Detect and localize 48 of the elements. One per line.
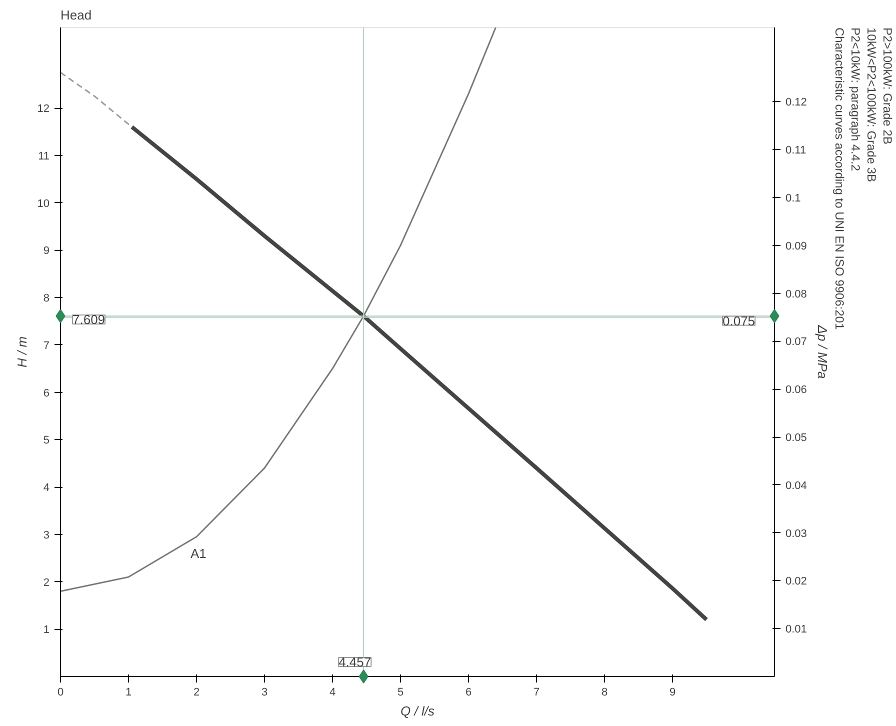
y-tick-label: 6 bbox=[43, 387, 50, 400]
x-axis-title: Q / l/s bbox=[400, 704, 435, 718]
y2-axis-title: Δp / MPa bbox=[814, 324, 830, 379]
x-tick-label: 6 bbox=[465, 686, 472, 698]
ref-line-label: 0.075 bbox=[722, 313, 756, 328]
chart-title: Head bbox=[60, 8, 92, 22]
y2-tick-label: 0.05 bbox=[786, 432, 807, 444]
y2-tick-label: 0.07 bbox=[786, 336, 807, 348]
y2-tick-label: 0.1 bbox=[786, 192, 801, 205]
ref-line-label: 7.609 bbox=[72, 312, 106, 328]
text: 10kW<P2<100kW: Grade 3B bbox=[864, 28, 878, 182]
x-tick-label: 8 bbox=[601, 686, 608, 698]
y2-tick-label: 0.11 bbox=[786, 144, 806, 157]
annotation: A1 bbox=[190, 546, 206, 562]
y2-tick-label: 0.06 bbox=[786, 384, 807, 396]
ref-line-label: 4.457 bbox=[338, 654, 372, 670]
line-series bbox=[130, 124, 708, 622]
y2-tick-label: 0.03 bbox=[786, 528, 807, 540]
y-tick-label: 8 bbox=[43, 292, 50, 305]
text: Characteristic curves according to UNI EN ISO 9906:201 bbox=[832, 28, 846, 330]
x-tick-label: 1 bbox=[125, 686, 132, 698]
x-tick-label: 7 bbox=[533, 686, 540, 698]
line-series bbox=[60, 28, 496, 592]
y2-tick-label: 0.09 bbox=[786, 240, 807, 252]
y-tick-label: 7 bbox=[43, 340, 50, 352]
y-tick-label: 4 bbox=[43, 482, 50, 494]
y-tick-label: 1 bbox=[43, 624, 50, 636]
x-tick-label: 4 bbox=[329, 686, 336, 698]
y2-tick-label: 0.02 bbox=[786, 576, 807, 588]
y-tick-label: 2 bbox=[43, 576, 50, 589]
text: P2<10kW: paragraph 4.4.2 bbox=[848, 28, 862, 172]
y-tick-label: 3 bbox=[43, 529, 50, 542]
x-tick-label: 9 bbox=[669, 686, 676, 698]
y-tick-label: 11 bbox=[38, 150, 50, 162]
y2-tick-label: 0.08 bbox=[786, 288, 807, 300]
x-tick-label: 3 bbox=[261, 686, 268, 698]
text: P2>100kW: Grade 2B bbox=[880, 28, 894, 144]
y-tick-label: 12 bbox=[37, 103, 50, 116]
x-tick-label: 0 bbox=[57, 686, 64, 698]
y2-tick-label: 0.12 bbox=[786, 96, 807, 109]
y-tick-label: 9 bbox=[43, 245, 50, 258]
x-tick-label: 5 bbox=[397, 686, 404, 698]
y-tick-label: 10 bbox=[37, 198, 50, 210]
x-tick-label: 2 bbox=[193, 686, 200, 698]
y-axis-title: H / m bbox=[14, 336, 30, 368]
y-tick-label: 5 bbox=[43, 434, 50, 447]
y2-tick-label: 0.04 bbox=[786, 480, 807, 492]
y2-tick-label: 0.01 bbox=[786, 624, 807, 636]
